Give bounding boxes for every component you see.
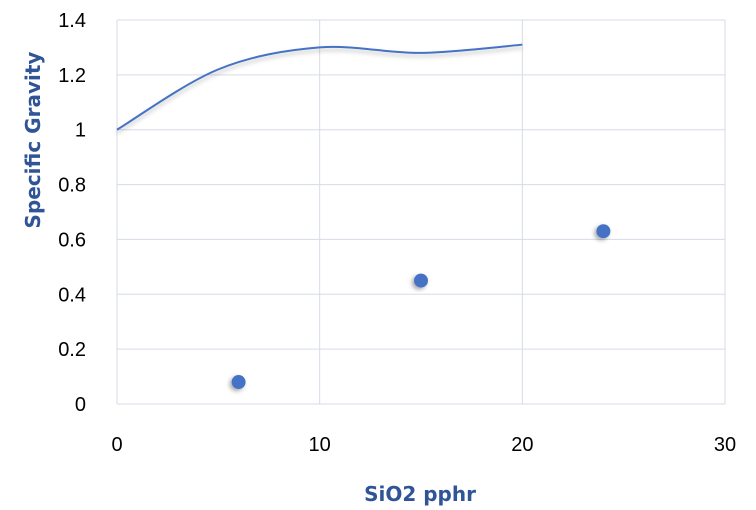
data-point-2 xyxy=(596,224,611,239)
series-line-0 xyxy=(116,43,523,131)
gridlines xyxy=(116,19,726,405)
y-axis-tick-labels: 0 0.2 0.4 0.6 0.8 1 1.2 1.4 xyxy=(58,10,86,416)
y-tick-label-0: 0 xyxy=(75,394,86,416)
y-axis-title: Specific Gravity xyxy=(21,52,45,229)
data-point-0 xyxy=(231,375,246,390)
series-points xyxy=(231,224,611,390)
x-axis-tick-labels: 0 10 20 30 xyxy=(111,434,736,456)
x-tick-label-1: 10 xyxy=(309,434,331,456)
y-tick-label-2: 0.4 xyxy=(58,284,86,306)
x-tick-label-3: 30 xyxy=(714,434,736,456)
y-tick-label-3: 0.6 xyxy=(58,229,86,251)
y-tick-label-7: 1.4 xyxy=(58,10,86,32)
x-tick-label-2: 20 xyxy=(511,434,533,456)
y-tick-label-5: 1 xyxy=(75,120,86,142)
y-tick-label-6: 1.2 xyxy=(58,65,86,87)
x-tick-label-0: 0 xyxy=(111,434,122,456)
x-axis-title: SiO2 pphr xyxy=(364,482,476,506)
series-lines xyxy=(116,43,523,131)
data-point-1 xyxy=(414,273,428,288)
y-tick-label-4: 0.8 xyxy=(58,175,86,197)
y-tick-label-1: 0.2 xyxy=(58,339,86,361)
